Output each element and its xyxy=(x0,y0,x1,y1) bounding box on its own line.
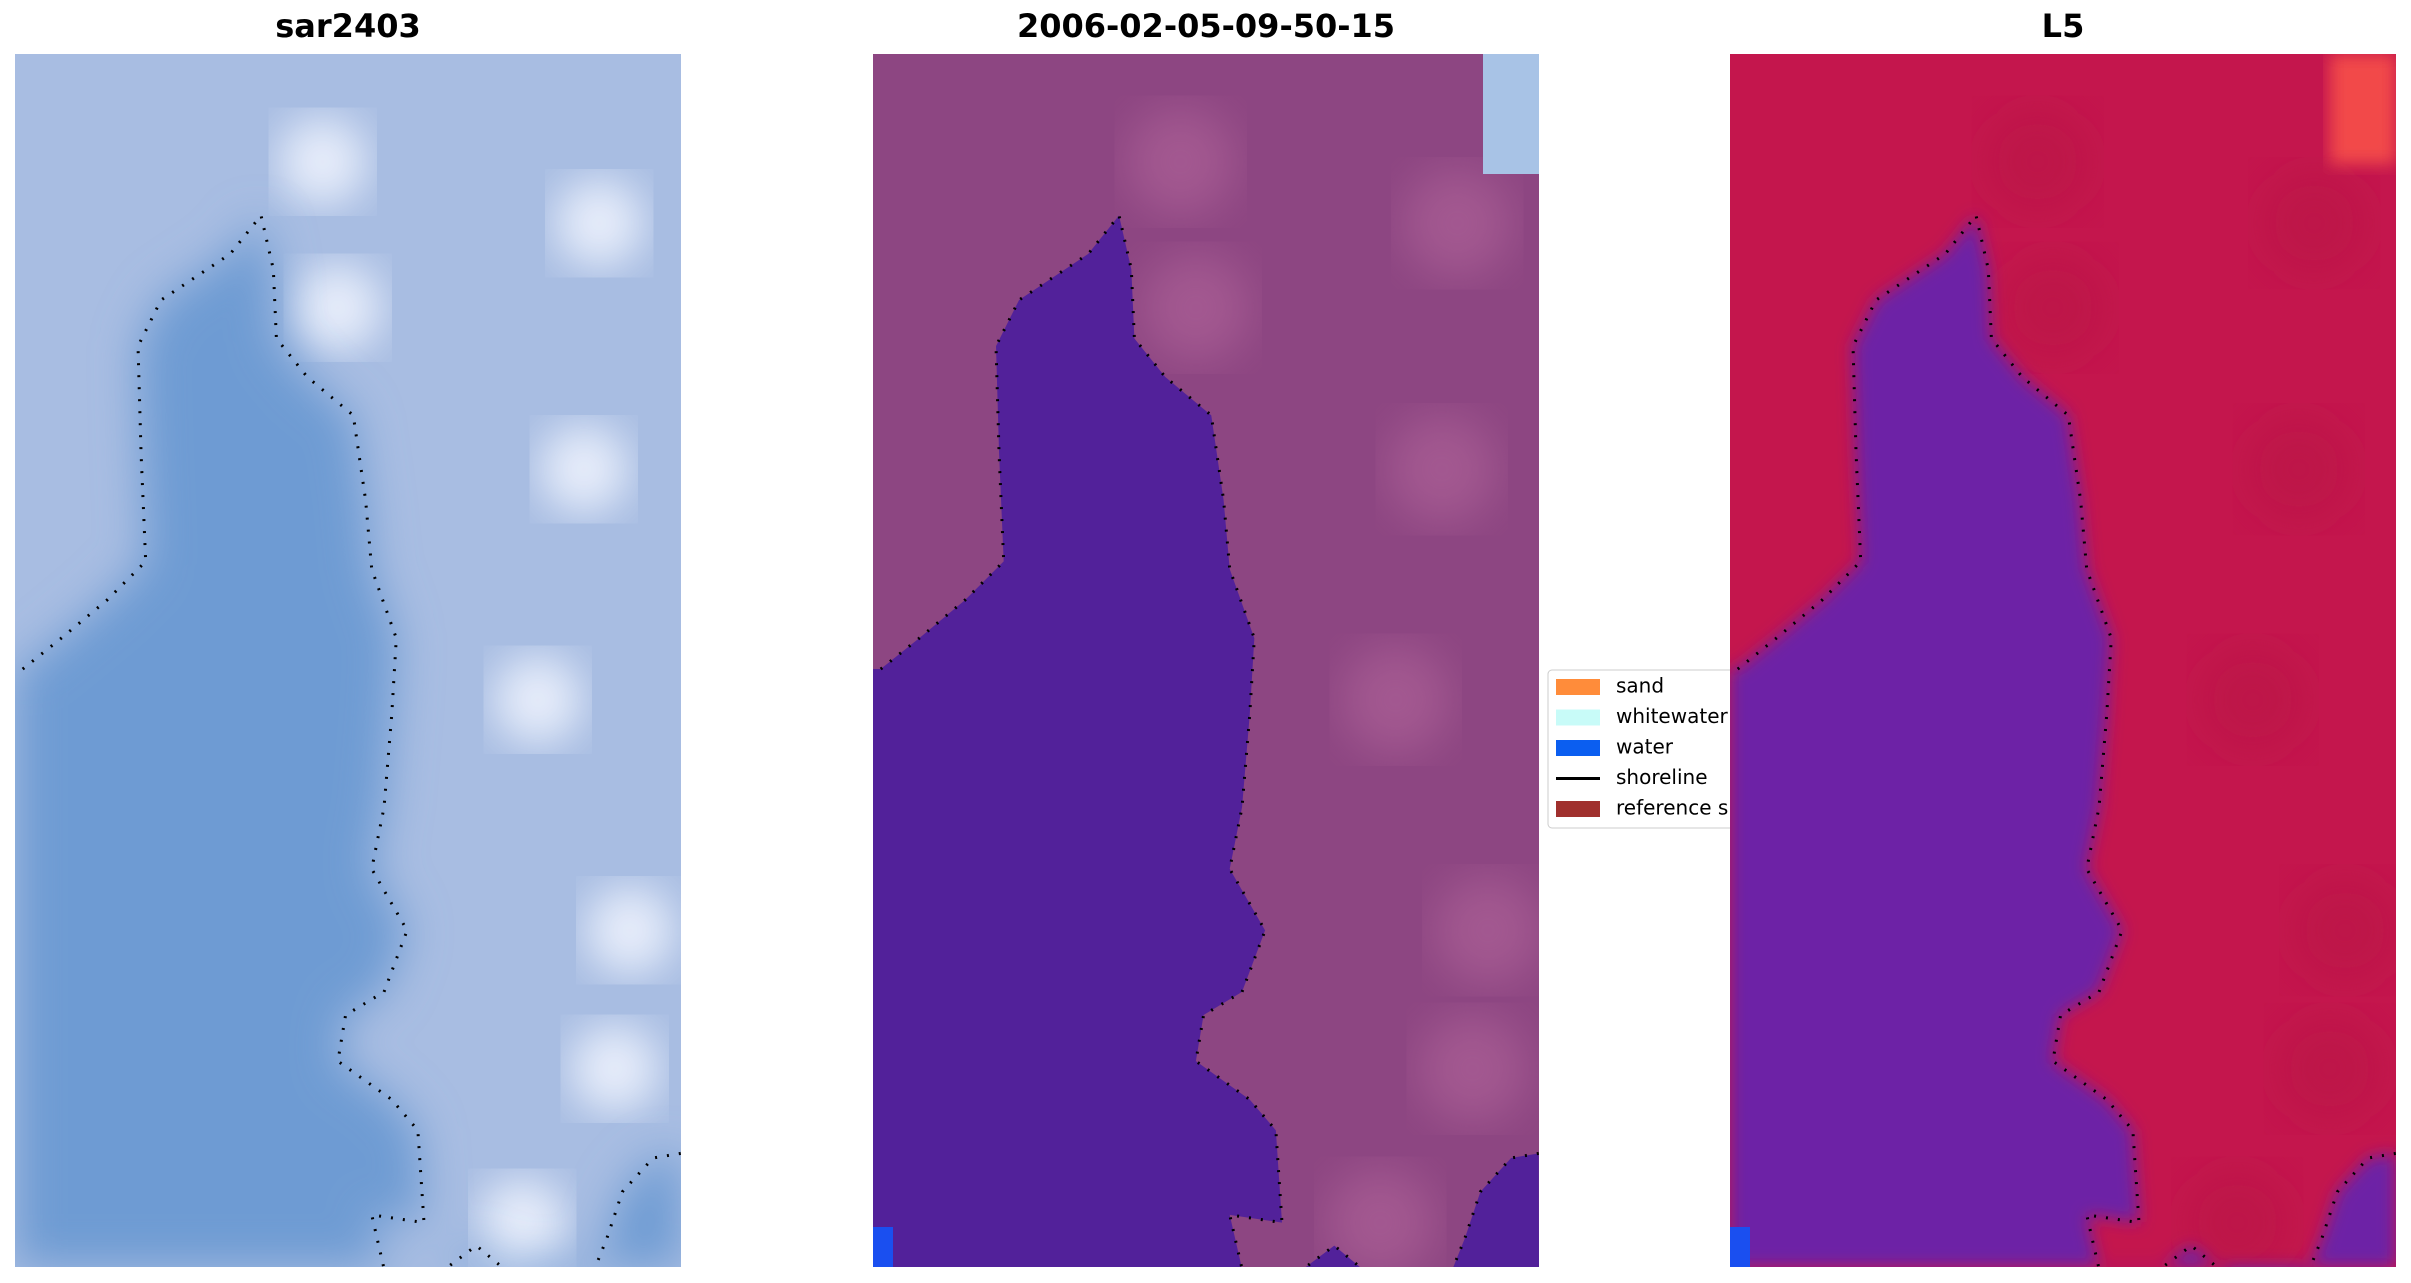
image-panel xyxy=(873,54,1539,1267)
legend-patch xyxy=(1556,709,1600,726)
texture xyxy=(2243,414,2354,525)
texture xyxy=(1325,1167,1436,1267)
texture xyxy=(1140,252,1251,363)
image-panel xyxy=(1730,54,2396,1267)
water-area xyxy=(873,215,1539,1267)
panel-title: L5 xyxy=(2042,7,2085,45)
texture xyxy=(277,116,368,207)
texture xyxy=(1340,644,1451,755)
texture xyxy=(2259,168,2370,279)
texture xyxy=(2182,1167,2293,1267)
texture xyxy=(2290,875,2396,986)
water-area xyxy=(15,215,681,1267)
texture xyxy=(585,885,676,976)
panel-title: sar2403 xyxy=(275,7,420,45)
texture xyxy=(492,654,583,745)
texture xyxy=(538,424,629,515)
legend-label: water xyxy=(1616,735,1674,759)
texture xyxy=(292,262,383,353)
texture xyxy=(1417,1013,1528,1124)
texture xyxy=(1982,106,2093,217)
water-pixels xyxy=(1730,1227,1750,1267)
sand-pixels xyxy=(2330,54,2396,164)
texture xyxy=(1433,875,1539,986)
texture xyxy=(1402,168,1513,279)
water-area xyxy=(1730,215,2396,1267)
legend-label: shoreline xyxy=(1616,765,1708,789)
whitewater-pixels xyxy=(1483,54,1539,174)
legend-patch xyxy=(1556,801,1600,817)
texture xyxy=(1125,106,1236,217)
texture xyxy=(1997,252,2108,363)
image-panel xyxy=(15,54,681,1267)
water-pixels xyxy=(873,1227,893,1267)
texture xyxy=(554,178,645,269)
legend-label: whitewater xyxy=(1616,704,1728,728)
texture xyxy=(569,1023,660,1114)
panel-title: 2006-02-05-09-50-15 xyxy=(1017,7,1395,45)
legend-patch xyxy=(1556,740,1600,756)
texture xyxy=(2197,644,2308,755)
legend-label: sand xyxy=(1616,674,1664,698)
texture xyxy=(477,1177,568,1267)
legend-patch xyxy=(1556,679,1600,695)
texture xyxy=(2274,1013,2385,1124)
texture xyxy=(1386,414,1497,525)
